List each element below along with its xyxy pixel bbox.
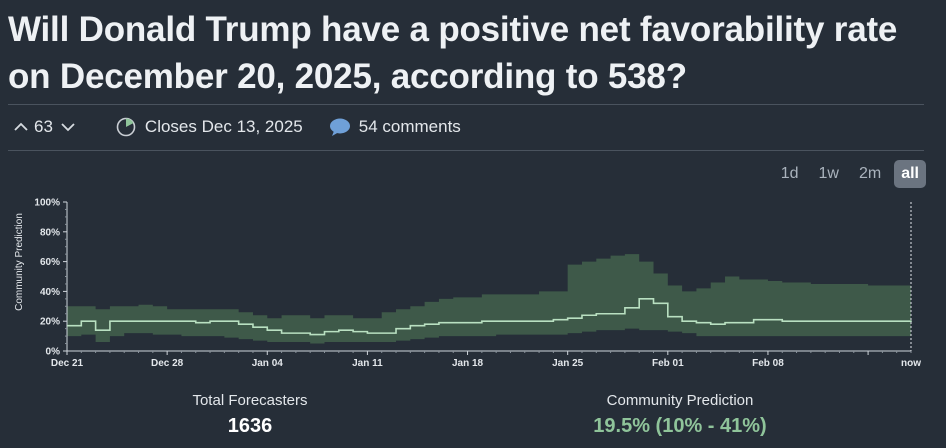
- y-tick-label: 80%: [40, 227, 60, 238]
- y-tick-label: 20%: [40, 317, 60, 328]
- median-prediction-line: [67, 298, 912, 336]
- downvote-chevron-down-icon[interactable]: [57, 116, 79, 138]
- x-tick-label: Jan 11: [352, 358, 383, 369]
- comment-bubble-icon: [329, 116, 351, 138]
- vote-count: 63: [34, 117, 53, 136]
- y-tick-label: 100%: [34, 198, 60, 209]
- x-tick-label: now: [901, 358, 921, 369]
- comments-link[interactable]: 54 comments: [329, 116, 461, 138]
- y-tick-label: 60%: [40, 257, 60, 268]
- community-prediction-stat: Community Prediction 19.5% (10% - 41%): [560, 392, 800, 438]
- divider: [8, 150, 924, 151]
- community-prediction-label: Community Prediction: [606, 392, 754, 409]
- range-all-button[interactable]: all: [894, 160, 926, 188]
- x-tick-label: Dec 28: [151, 358, 184, 369]
- x-tick-label: Jan 18: [452, 358, 484, 369]
- upvote-chevron-up-icon[interactable]: [10, 116, 32, 138]
- x-tick-label: Dec 21: [51, 358, 84, 369]
- divider: [8, 104, 924, 105]
- closes-info: Closes Dec 13, 2025: [115, 116, 303, 138]
- range-1w-button[interactable]: 1w: [818, 165, 839, 182]
- total-forecasters-label: Total Forecasters: [192, 392, 308, 409]
- x-tick-label: Jan 04: [252, 358, 284, 369]
- page-title: Will Donald Trump have a positive net fa…: [8, 10, 898, 96]
- y-axis-label: Community Prediction: [14, 213, 25, 311]
- total-forecasters-value: 1636: [227, 415, 273, 437]
- clock-progress-icon: [115, 116, 137, 138]
- question-meta-bar: 63 Closes Dec 13, 2025 54 comments: [10, 112, 461, 142]
- community-prediction-chart[interactable]: Community Prediction 0% 20% 40% 60% 80% 100% D…: [0, 190, 946, 375]
- y-tick-label: 0%: [46, 347, 61, 358]
- closes-label: Closes Dec 13, 2025: [144, 117, 303, 136]
- range-2m-button[interactable]: 2m: [858, 165, 882, 182]
- range-1d-button[interactable]: 1d: [780, 165, 799, 182]
- total-forecasters-stat: Total Forecasters 1636: [150, 392, 350, 438]
- x-tick-label: Feb 08: [752, 358, 784, 369]
- vote-control: 63: [10, 116, 79, 138]
- time-range-selector: 1d 1w 2m all: [774, 160, 926, 188]
- x-tick-label: Jan 25: [552, 358, 584, 369]
- comments-label: 54 comments: [358, 117, 461, 136]
- community-prediction-value: 19.5% (10% - 41%): [593, 415, 767, 437]
- confidence-band: [67, 254, 911, 344]
- x-tick-label: Feb 01: [652, 358, 684, 369]
- y-tick-label: 40%: [40, 287, 60, 298]
